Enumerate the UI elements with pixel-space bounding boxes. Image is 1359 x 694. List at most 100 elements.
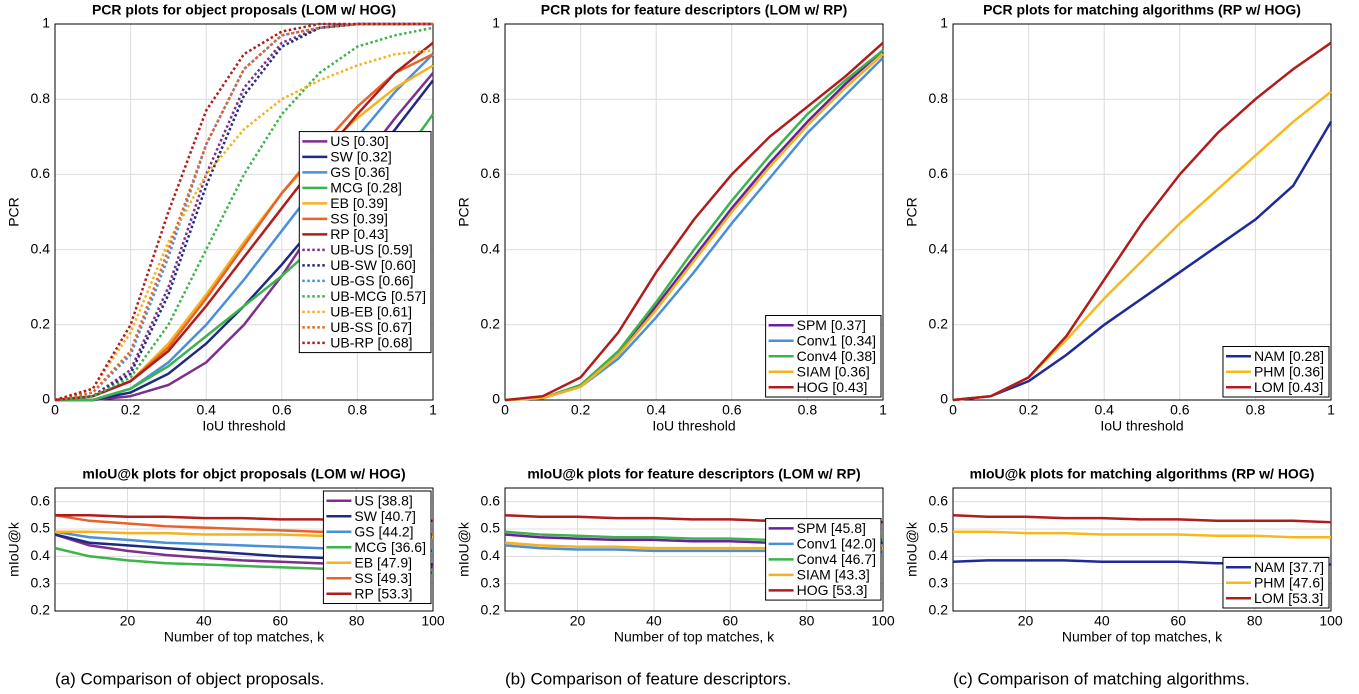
legend-label: US [38.8] bbox=[354, 492, 412, 508]
y-tick-label: 0.2 bbox=[31, 602, 51, 618]
chart-title: PCR plots for matching algorithms (RP w/… bbox=[983, 2, 1301, 18]
x-tick-label: 0.8 bbox=[348, 402, 368, 418]
plot-frame bbox=[54, 487, 434, 612]
legend-label: LOM [53.3] bbox=[1254, 590, 1323, 606]
legend-label: NAM [37.7] bbox=[1254, 559, 1324, 575]
y-tick-label: 0.2 bbox=[31, 316, 51, 332]
x-tick-label: 60 bbox=[722, 613, 738, 629]
y-tick-label: 1 bbox=[940, 15, 948, 31]
series-line bbox=[54, 22, 433, 402]
x-tick-label: 1 bbox=[879, 402, 887, 418]
x-tick-label: 1 bbox=[1327, 402, 1335, 418]
x-axis-label: Number of top matches, k bbox=[1062, 629, 1223, 645]
legend-label: UB-SS [0.67] bbox=[330, 319, 412, 335]
x-tick-label: 0.8 bbox=[798, 402, 818, 418]
y-tick-label: 0.2 bbox=[929, 316, 949, 332]
chart-title: mIoU@k plots for feature descriptors (LO… bbox=[527, 466, 860, 482]
y-tick-label: 0.4 bbox=[31, 240, 51, 256]
x-tick-label: 40 bbox=[646, 613, 662, 629]
x-tick-label: 80 bbox=[349, 613, 365, 629]
x-tick-label: 100 bbox=[1319, 613, 1343, 629]
y-tick-label: 0.8 bbox=[929, 90, 949, 106]
legend-label: UB-SW [0.60] bbox=[330, 257, 416, 273]
plot-frame bbox=[54, 23, 434, 401]
x-tick-label: 0.6 bbox=[1170, 402, 1190, 418]
legend: NAM [37.7]PHM [47.6]LOM [53.3] bbox=[1222, 557, 1330, 609]
y-axis-label: PCR bbox=[6, 197, 22, 227]
legend-label: SS [0.39] bbox=[330, 211, 388, 227]
legend-label: PHM [0.36] bbox=[1254, 363, 1324, 379]
caption: (b) Comparison of feature descriptors. bbox=[505, 669, 791, 688]
y-tick-label: 0.6 bbox=[481, 165, 501, 181]
y-tick-label: 0 bbox=[940, 391, 948, 407]
y-tick-label: 0.6 bbox=[929, 165, 949, 181]
x-tick-label: 40 bbox=[1094, 613, 1110, 629]
legend-label: MCG [36.6] bbox=[354, 539, 426, 555]
y-axis-label: mIoU@k bbox=[6, 521, 22, 577]
legend-label: GS [44.2] bbox=[354, 523, 413, 539]
legend: SPM [0.37]Conv1 [0.34]Conv4 [0.38]SIAM [… bbox=[765, 315, 882, 398]
series-line bbox=[504, 53, 884, 402]
y-tick-label: 0.3 bbox=[481, 574, 501, 590]
legend-label: UB-US [0.59] bbox=[330, 242, 412, 258]
legend-label: HOG [53.3] bbox=[797, 582, 868, 598]
legend-label: LOM [0.43] bbox=[1254, 379, 1323, 395]
series-line bbox=[952, 41, 1332, 402]
y-tick-label: 0 bbox=[42, 391, 50, 407]
legend-label: SW [0.32] bbox=[330, 149, 391, 165]
legend-label: Conv1 [42.0] bbox=[797, 536, 876, 552]
legend-label: UB-EB [0.61] bbox=[330, 304, 412, 320]
legend: SPM [45.8]Conv1 [42.0]Conv4 [46.7]SIAM [… bbox=[765, 518, 882, 601]
y-tick-label: 0.4 bbox=[481, 547, 501, 563]
x-tick-label: 1 bbox=[429, 402, 437, 418]
series-line bbox=[54, 26, 434, 402]
chart-title: PCR plots for feature descriptors (LOM w… bbox=[541, 2, 847, 18]
y-axis-label: mIoU@k bbox=[456, 521, 472, 577]
legend-label: UB-RP [0.68] bbox=[330, 335, 412, 351]
series-line bbox=[54, 49, 434, 402]
x-axis-label: IoU threshold bbox=[202, 418, 285, 434]
x-tick-label: 0.8 bbox=[1246, 402, 1266, 418]
legend-label: SIAM [43.3] bbox=[797, 567, 870, 583]
y-tick-label: 0.2 bbox=[929, 602, 949, 618]
legend: US [38.8]SW [40.7]GS [44.2]MCG [36.6]EB … bbox=[322, 490, 432, 604]
caption: (c) Comparison of matching algorithms. bbox=[953, 669, 1250, 688]
legend-label: US [0.30] bbox=[330, 133, 388, 149]
y-tick-label: 0.6 bbox=[929, 492, 949, 508]
legend-label: UB-GS [0.66] bbox=[330, 273, 413, 289]
x-tick-label: 20 bbox=[120, 613, 136, 629]
y-tick-label: 0.5 bbox=[929, 520, 949, 536]
x-tick-label: 80 bbox=[1247, 613, 1263, 629]
plot-frame bbox=[504, 23, 884, 401]
legend-label: Conv4 [46.7] bbox=[797, 551, 876, 567]
x-tick-label: 0.6 bbox=[722, 402, 742, 418]
y-tick-label: 0.5 bbox=[31, 520, 51, 536]
plot-frame bbox=[952, 23, 1332, 401]
series-line bbox=[504, 41, 884, 402]
series-line bbox=[952, 121, 1333, 402]
y-tick-label: 1 bbox=[42, 15, 50, 31]
y-tick-label: 0.4 bbox=[929, 547, 949, 563]
y-tick-label: 0.3 bbox=[31, 574, 51, 590]
x-tick-label: 100 bbox=[871, 613, 895, 629]
x-axis-label: Number of top matches, k bbox=[614, 629, 775, 645]
legend-label: Conv4 [0.38] bbox=[797, 348, 876, 364]
x-tick-label: 0.4 bbox=[646, 402, 666, 418]
series-line bbox=[54, 41, 434, 402]
y-tick-label: 0 bbox=[492, 391, 500, 407]
x-tick-label: 60 bbox=[1170, 613, 1186, 629]
legend-label: SPM [0.37] bbox=[797, 317, 866, 333]
x-axis-label: Number of top matches, k bbox=[164, 629, 325, 645]
plot-frame bbox=[952, 487, 1332, 612]
x-tick-label: 0 bbox=[949, 402, 957, 418]
x-tick-label: 80 bbox=[799, 613, 815, 629]
legend-label: SW [40.7] bbox=[354, 508, 415, 524]
series-line bbox=[54, 22, 433, 402]
legend-label: PHM [47.6] bbox=[1254, 574, 1324, 590]
y-tick-label: 1 bbox=[492, 15, 500, 31]
legend-label: EB [0.39] bbox=[330, 195, 388, 211]
y-tick-label: 0.6 bbox=[481, 492, 501, 508]
legend-label: Conv1 [0.34] bbox=[797, 332, 876, 348]
x-tick-label: 0 bbox=[51, 402, 59, 418]
